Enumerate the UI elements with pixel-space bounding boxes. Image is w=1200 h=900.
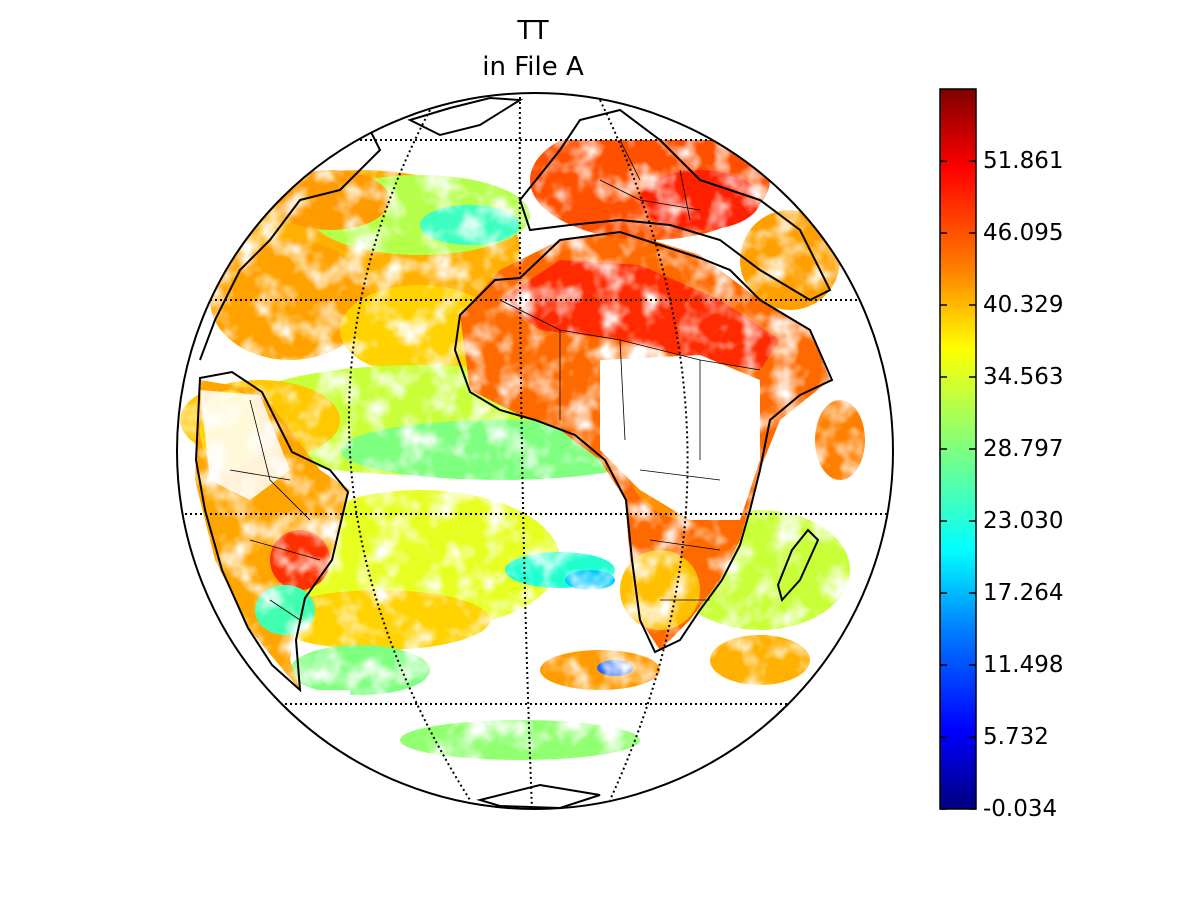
greenland-coastline	[407, 96, 524, 137]
meridian-line	[348, 109, 471, 801]
globe-outline	[176, 92, 894, 810]
europe-coastline	[518, 108, 832, 302]
south-america-coastline	[194, 370, 350, 693]
colorbar-tick-label: 28.797	[983, 435, 1064, 462]
temperature-field	[177, 93, 893, 809]
country-borders	[229, 139, 761, 621]
map-subtitle: in File A	[482, 52, 584, 82]
meridian-line	[518, 93, 533, 809]
colorbar-tick-label: 46.095	[983, 219, 1064, 246]
colorbar-tick-label: 34.563	[983, 363, 1064, 390]
colorbar-tick-label: 40.329	[983, 291, 1064, 318]
colorbar-tick-label: 5.732	[983, 724, 1049, 750]
colorbar-ticks	[940, 160, 976, 810]
colorbar-tick-label: 11.498	[983, 652, 1064, 678]
coastlines	[194, 96, 834, 809]
map-title: TT	[517, 16, 549, 46]
africa-coastline	[453, 230, 834, 654]
colorbar-tick-label: 23.030	[983, 508, 1064, 534]
globe	[177, 93, 893, 809]
colorbar-tick-label: 51.861	[983, 147, 1064, 174]
madagascar-coastline	[776, 528, 820, 603]
colorbar-tick-label: 17.264	[983, 580, 1064, 606]
colorbar-tick-label: -0.034	[983, 796, 1058, 822]
antarctica-coastline	[476, 783, 601, 809]
